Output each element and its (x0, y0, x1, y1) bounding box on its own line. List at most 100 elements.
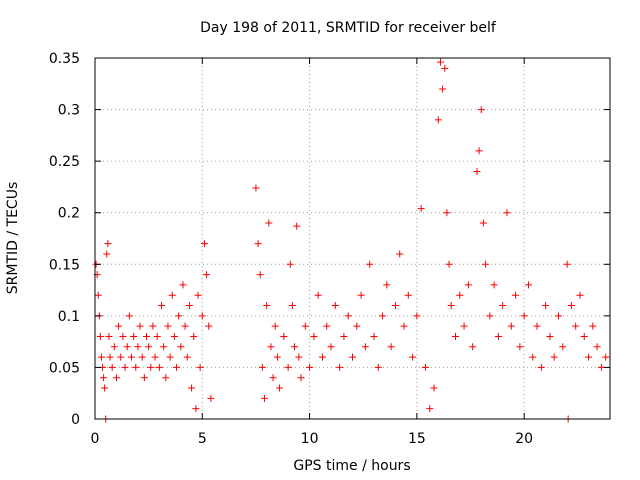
data-point (542, 302, 550, 310)
data-point (430, 384, 438, 392)
data-point (456, 291, 464, 299)
data-point (436, 58, 444, 66)
data-point (563, 260, 571, 268)
data-point (524, 281, 532, 289)
data-point (516, 343, 524, 351)
data-point (400, 322, 408, 330)
data-point (170, 332, 178, 340)
data-point (258, 363, 266, 371)
y-tick-label: 0.2 (58, 206, 80, 222)
data-point (550, 353, 558, 361)
data-point (327, 343, 335, 351)
data-point (101, 384, 109, 392)
data-point (482, 260, 490, 268)
x-tick-labels: 0 5 10 15 20 (91, 431, 534, 447)
data-point (331, 302, 339, 310)
data-point (336, 363, 344, 371)
data-point (284, 363, 292, 371)
data-point (387, 343, 395, 351)
x-tick-label: 15 (408, 431, 426, 447)
data-point (306, 363, 314, 371)
data-point (344, 312, 352, 320)
data-point (140, 374, 148, 382)
data-point (357, 291, 365, 299)
data-point (421, 363, 429, 371)
y-tick-label: 0.1 (58, 309, 80, 325)
data-point (175, 312, 183, 320)
data-point (207, 394, 215, 402)
data-point (293, 222, 301, 230)
data-point (361, 343, 369, 351)
y-tick-label: 0.35 (49, 51, 80, 67)
data-point (271, 322, 279, 330)
data-point (97, 353, 105, 361)
data-point (559, 343, 567, 351)
data-point (475, 147, 483, 155)
data-point (151, 353, 159, 361)
data-point (115, 322, 123, 330)
data-point (125, 312, 133, 320)
data-point (537, 363, 545, 371)
data-point (179, 281, 187, 289)
data-point (263, 302, 271, 310)
data-point (280, 332, 288, 340)
data-point (288, 302, 296, 310)
data-point (383, 281, 391, 289)
data-point (143, 332, 150, 340)
data-point (490, 281, 498, 289)
data-point (439, 85, 447, 93)
data-point (297, 374, 305, 382)
data-point (546, 332, 554, 340)
data-point (426, 405, 434, 413)
data-point (173, 363, 181, 371)
data-point (503, 209, 511, 217)
data-point (396, 250, 404, 258)
data-point (265, 219, 273, 227)
chart-title: Day 198 of 2011, SRMTID for receiver bel… (200, 20, 497, 36)
data-point (323, 322, 331, 330)
data-point (127, 353, 135, 361)
data-point (291, 343, 299, 351)
data-point (94, 291, 102, 299)
data-point (104, 240, 112, 248)
data-point (580, 332, 588, 340)
x-tick-label: 5 (198, 431, 207, 447)
data-point (473, 167, 481, 175)
y-tick-label: 0 (71, 412, 80, 428)
data-point (413, 312, 421, 320)
data-point (155, 363, 163, 371)
data-point (589, 322, 597, 330)
data-point (349, 353, 356, 361)
data-point (529, 353, 537, 361)
data-point (597, 363, 605, 371)
x-tick-label: 20 (515, 431, 533, 447)
data-point (520, 312, 528, 320)
data-point (160, 343, 168, 351)
data-point (196, 363, 204, 371)
data-point (166, 353, 174, 361)
axis-ticks (94, 57, 610, 420)
data-point (318, 353, 326, 361)
data-point (409, 353, 417, 361)
data-point (295, 353, 303, 361)
data-point (254, 240, 262, 248)
data-point (147, 363, 155, 371)
data-point (153, 332, 161, 340)
y-axis-title: SRMTID / TECUs (5, 182, 21, 295)
data-point (158, 302, 166, 310)
data-point (136, 322, 144, 330)
data-point (110, 343, 118, 351)
data-point (460, 322, 468, 330)
data-point (188, 384, 196, 392)
y-tick-labels: 0 0.05 0.1 0.15 0.2 0.25 0.3 0.35 (49, 51, 80, 428)
data-point (145, 343, 153, 351)
data-point (203, 271, 211, 279)
data-point (276, 384, 284, 392)
data-point (447, 302, 455, 310)
data-point (379, 312, 387, 320)
data-point (200, 240, 208, 248)
data-point (190, 332, 198, 340)
data-point (103, 250, 111, 258)
data-point (181, 322, 189, 330)
